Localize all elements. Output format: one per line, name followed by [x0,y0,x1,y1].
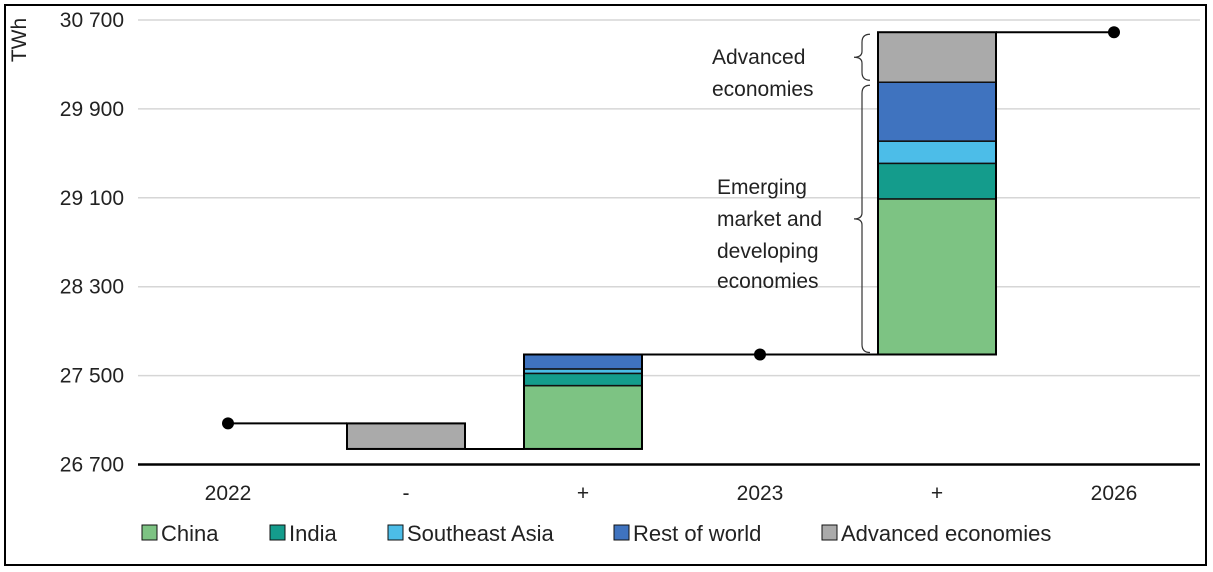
legend-label: Southeast Asia [407,521,555,546]
legend-item-rest-of-world: Rest of world [613,521,761,546]
annotations: Advanced economies Emerging market and devel… [712,33,871,354]
bar-advanced-economies [346,422,466,450]
gridlines [138,19,1200,377]
legend-item-india: India [269,521,337,546]
total-point-2026 [1108,26,1120,39]
annotation-emerging-economies: economies [717,270,819,293]
total-point-2023 [754,348,766,361]
brace-emerging [853,84,871,354]
legend-swatch [821,524,838,541]
x-tick-label: + [931,482,943,505]
bar-india [523,372,643,387]
chart-frame [4,4,1207,566]
y-tick-label: 26 700 [60,454,124,477]
legend-swatch [613,524,630,541]
annotation-emerging-economies: developing [717,240,819,263]
x-axis-ticks: 2022 - +2023 +2026 [205,482,1138,505]
legend-label: India [289,521,337,546]
bar-rest-of-world [523,353,643,370]
bar-rest-of-world [877,81,997,142]
annotation-emerging-economies: market and [717,208,822,231]
bar-india [877,162,997,200]
bar-southeast-asia [877,140,997,165]
legend-item-china: China [141,521,219,546]
total-point-2022 [222,417,234,430]
legend-label: Advanced economies [841,521,1051,546]
x-tick-label: + [577,482,589,505]
bar-china [523,384,643,450]
legend: China India Southeast Asia Rest of world Adv… [141,521,1051,546]
y-tick-label: 29 100 [60,187,124,210]
x-tick-label: - [403,482,410,505]
bar-outline [346,422,466,450]
annotation-emerging-economies: Emerging [717,176,807,199]
legend-swatch [141,524,158,541]
y-axis-label: TWh [8,18,31,62]
brace-advanced [853,33,871,81]
x-tick-label: 2026 [1091,482,1138,505]
annotation-advanced-economies: economies [712,78,814,101]
y-tick-label: 27 500 [60,365,124,388]
legend-label: Rest of world [633,521,761,546]
y-axis-ticks: 26 700 27 500 28 300 29 100 29 900 30 700 [60,9,124,477]
x-tick-label: 2023 [737,482,784,505]
legend-item-advanced-economies: Advanced economies [821,521,1051,546]
legend-label: China [161,521,219,546]
bars [346,31,997,450]
annotation-advanced-economies: Advanced [712,46,805,69]
legend-swatch [387,524,404,541]
y-tick-label: 29 900 [60,98,124,121]
y-tick-label: 28 300 [60,276,124,299]
legend-item-southeast-asia: Southeast Asia [387,521,555,546]
bar-china [877,198,997,356]
bar-advanced-economies [877,31,997,83]
bar-outline [877,31,997,356]
total-points [222,26,1120,430]
bar-outline [523,353,643,450]
y-tick-label: 30 700 [60,9,124,32]
legend-swatch [269,524,286,541]
x-tick-label: 2022 [205,482,252,505]
